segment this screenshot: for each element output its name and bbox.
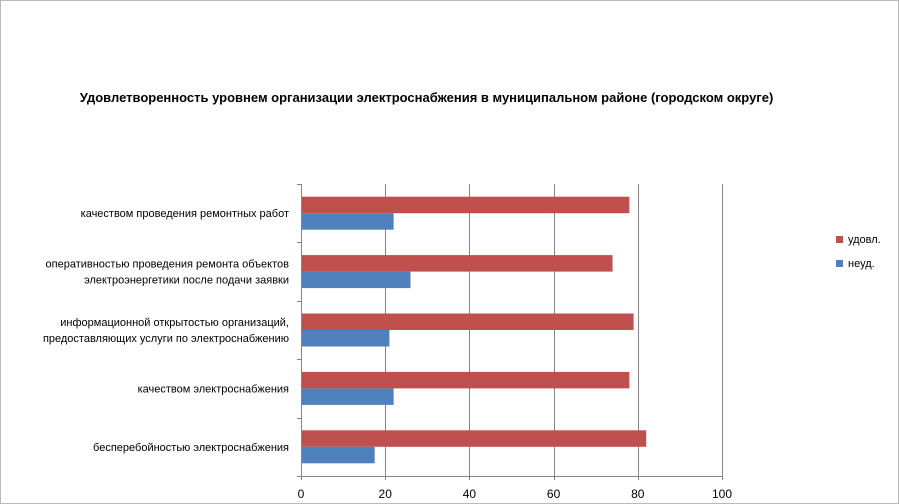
category-label: электроэнергетики после подачи заявки [84, 275, 289, 287]
bar-udovl [302, 313, 634, 330]
legend: удовл. неуд. [836, 234, 881, 270]
bar-udovl [302, 196, 630, 214]
legend-label: неуд. [848, 258, 875, 270]
category-label: информационной открытостью организаций, [60, 317, 289, 329]
bar-neud [302, 446, 375, 464]
category-label: качеством проведения ремонтных работ [81, 208, 289, 220]
x-tick-label: 40 [463, 487, 477, 501]
legend-swatch [836, 236, 843, 243]
bar-udovl [302, 255, 613, 272]
bars [302, 196, 647, 464]
legend-label: удовл. [848, 234, 881, 246]
bar-neud [302, 330, 390, 347]
category-labels: качеством проведения ремонтных работ опер… [43, 208, 289, 454]
bar-udovl [302, 371, 630, 389]
category-label: предоставляющих услуги по электроснабжен… [43, 333, 289, 345]
bar-udovl [302, 430, 647, 447]
chart-title: Удовлетворенность уровнем организации эл… [79, 90, 774, 105]
x-tick-label: 0 [298, 487, 305, 501]
bar-neud [302, 213, 394, 230]
x-tick-label: 20 [379, 487, 393, 501]
category-label: качеством электроснабжения [138, 383, 289, 395]
axes [297, 184, 723, 480]
x-tick-label: 80 [631, 487, 645, 501]
legend-swatch [836, 260, 843, 267]
bar-neud [302, 271, 411, 289]
category-label: оперативностью проведения ремонта объект… [46, 259, 290, 271]
tick-labels: 0 20 40 60 80 100 [298, 487, 733, 501]
bar-neud [302, 388, 394, 405]
x-tick-label: 100 [712, 487, 732, 501]
x-tick-label: 60 [547, 487, 561, 501]
category-label: бесперебойностью электроснабжения [93, 442, 289, 454]
